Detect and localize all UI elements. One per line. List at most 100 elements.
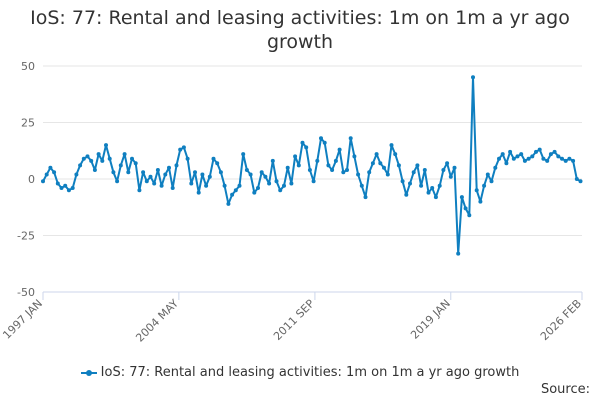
data-point[interactable] xyxy=(48,165,53,170)
data-point[interactable] xyxy=(100,158,105,163)
data-point[interactable] xyxy=(59,186,64,190)
data-point[interactable] xyxy=(256,186,260,190)
data-point[interactable] xyxy=(467,213,472,218)
data-point[interactable] xyxy=(118,163,123,168)
data-point[interactable] xyxy=(293,154,298,159)
data-point[interactable] xyxy=(181,145,186,150)
data-point[interactable] xyxy=(44,172,49,177)
data-point[interactable] xyxy=(63,183,68,188)
data-point[interactable] xyxy=(545,158,550,163)
data-point[interactable] xyxy=(141,170,146,175)
data-point[interactable] xyxy=(548,152,553,157)
data-point[interactable] xyxy=(204,183,209,188)
data-point[interactable] xyxy=(200,172,205,177)
data-point[interactable] xyxy=(389,143,394,148)
data-point[interactable] xyxy=(537,147,542,152)
data-point[interactable] xyxy=(274,179,279,184)
data-point[interactable] xyxy=(193,170,197,175)
data-point[interactable] xyxy=(422,168,427,172)
data-point[interactable] xyxy=(370,161,375,166)
data-point[interactable] xyxy=(252,190,257,195)
data-point[interactable] xyxy=(493,165,498,170)
data-point[interactable] xyxy=(508,149,513,154)
data-point[interactable] xyxy=(196,190,201,195)
data-point[interactable] xyxy=(296,163,301,168)
data-point[interactable] xyxy=(270,158,275,163)
data-point[interactable] xyxy=(130,156,134,161)
data-point[interactable] xyxy=(96,152,101,157)
data-point[interactable] xyxy=(70,186,75,190)
data-point[interactable] xyxy=(304,145,309,150)
data-point[interactable] xyxy=(322,140,327,145)
data-point[interactable] xyxy=(167,165,171,170)
data-point[interactable] xyxy=(237,183,242,188)
data-point[interactable] xyxy=(552,149,557,154)
data-point[interactable] xyxy=(345,168,349,172)
data-point[interactable] xyxy=(241,152,246,157)
data-point[interactable] xyxy=(363,195,368,200)
data-point[interactable] xyxy=(248,172,253,177)
data-point[interactable] xyxy=(230,192,235,197)
data-point[interactable] xyxy=(571,158,576,163)
data-point[interactable] xyxy=(300,140,305,145)
data-point[interactable] xyxy=(163,172,168,177)
data-point[interactable] xyxy=(341,170,346,175)
data-point[interactable] xyxy=(319,136,323,141)
data-point[interactable] xyxy=(441,168,446,172)
data-point[interactable] xyxy=(415,163,420,168)
data-point[interactable] xyxy=(526,156,531,161)
data-point[interactable] xyxy=(185,156,190,161)
data-point[interactable] xyxy=(578,179,583,184)
data-point[interactable] xyxy=(463,206,468,211)
data-point[interactable] xyxy=(448,174,453,179)
data-point[interactable] xyxy=(471,75,475,80)
data-point[interactable] xyxy=(126,170,131,175)
data-point[interactable] xyxy=(207,174,212,179)
data-point[interactable] xyxy=(92,168,97,172)
data-point[interactable] xyxy=(218,170,223,175)
data-point[interactable] xyxy=(378,161,383,166)
data-point[interactable] xyxy=(81,156,86,161)
data-point[interactable] xyxy=(55,181,60,186)
data-point[interactable] xyxy=(211,156,216,161)
data-point[interactable] xyxy=(89,158,94,163)
data-point[interactable] xyxy=(430,186,435,190)
data-point[interactable] xyxy=(500,152,505,157)
data-point[interactable] xyxy=(326,163,331,168)
data-point[interactable] xyxy=(159,183,164,188)
data-point[interactable] xyxy=(445,161,450,166)
data-point[interactable] xyxy=(330,168,335,172)
data-point[interactable] xyxy=(148,174,153,179)
data-point[interactable] xyxy=(563,158,568,163)
data-point[interactable] xyxy=(233,188,238,193)
data-point[interactable] xyxy=(352,154,357,159)
data-point[interactable] xyxy=(367,170,372,175)
data-point[interactable] xyxy=(534,149,538,154)
data-point[interactable] xyxy=(285,165,290,170)
data-point[interactable] xyxy=(474,188,479,193)
data-point[interactable] xyxy=(485,172,490,177)
data-point[interactable] xyxy=(478,199,483,204)
data-point[interactable] xyxy=(263,174,268,179)
data-point[interactable] xyxy=(522,158,527,163)
data-point[interactable] xyxy=(311,179,316,184)
data-point[interactable] xyxy=(307,168,312,172)
data-point[interactable] xyxy=(567,156,572,161)
data-point[interactable] xyxy=(107,156,112,161)
data-point[interactable] xyxy=(356,172,361,177)
data-point[interactable] xyxy=(133,161,138,166)
data-point[interactable] xyxy=(385,172,390,177)
data-point[interactable] xyxy=(396,163,401,168)
data-point[interactable] xyxy=(152,181,157,186)
data-point[interactable] xyxy=(419,183,424,188)
data-point[interactable] xyxy=(282,183,286,188)
data-point[interactable] xyxy=(189,181,194,186)
data-point[interactable] xyxy=(122,152,127,157)
data-point[interactable] xyxy=(115,179,120,184)
data-point[interactable] xyxy=(530,154,535,159)
data-point[interactable] xyxy=(489,179,494,184)
data-point[interactable] xyxy=(315,158,320,163)
data-point[interactable] xyxy=(78,163,83,168)
data-point[interactable] xyxy=(289,181,294,186)
data-point[interactable] xyxy=(222,183,227,188)
